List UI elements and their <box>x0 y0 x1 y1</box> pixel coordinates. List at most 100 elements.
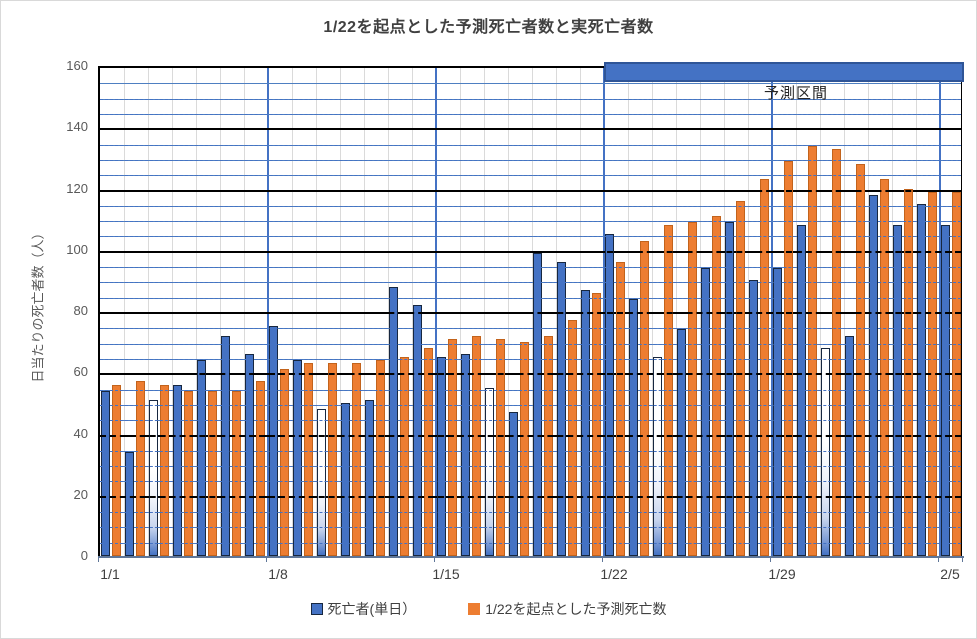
bar-predicted-1/18 <box>520 341 529 556</box>
bar-predicted-1/24 <box>664 225 673 556</box>
y-axis-tick-label: 80 <box>73 303 88 318</box>
bar-actual-1/12 <box>365 399 374 556</box>
bar-actual-1/24 <box>653 356 662 556</box>
bar-predicted-1/1 <box>112 384 121 556</box>
legend-swatch-actual-icon <box>310 603 323 615</box>
legend-item-predicted: 1/22を起点とした予測死亡数 <box>468 599 666 619</box>
bar-predicted-1/15 <box>448 338 457 556</box>
bar-actual-1/4 <box>173 384 182 556</box>
h-gridline-dash-minor <box>100 450 961 452</box>
bar-actual-1/25 <box>677 329 686 556</box>
bar-actual-1/7 <box>245 353 254 556</box>
h-gridline-dash-minor <box>100 159 961 161</box>
plot-area: 予測区間 <box>98 62 964 556</box>
bar-actual-1/14 <box>413 304 422 556</box>
prediction-band <box>604 62 964 82</box>
y-axis-tick-label: 160 <box>66 58 88 73</box>
h-gridline-dash-minor <box>100 420 961 422</box>
bar-actual-1/31 <box>821 347 830 556</box>
bar-actual-1/10 <box>317 409 326 556</box>
bar-actual-1/19 <box>533 252 542 556</box>
bar-predicted-2/1 <box>856 164 865 556</box>
legend-label-actual: 死亡者(単日） <box>327 601 417 617</box>
bar-predicted-1/22 <box>616 262 625 556</box>
bar-predicted-1/4 <box>184 390 193 556</box>
bar-actual-1/28 <box>749 280 758 556</box>
h-gridline-minor <box>100 83 961 85</box>
bar-predicted-1/2 <box>136 381 145 556</box>
x-axis-tick <box>434 556 435 562</box>
x-axis-tick-label: 1/8 <box>268 566 288 582</box>
bar-predicted-2/3 <box>904 188 913 556</box>
x-axis-tick-label: 1/1 <box>100 566 120 582</box>
h-gridline-dash-minor <box>100 481 961 483</box>
h-gridline-dash-major <box>100 495 961 498</box>
h-gridline-dash-minor <box>100 297 961 299</box>
x-axis-tick <box>98 556 99 562</box>
bar-actual-1/21 <box>581 289 590 556</box>
h-gridline-dash-minor <box>100 113 961 115</box>
bar-predicted-2/2 <box>880 179 889 556</box>
bar-actual-2/4 <box>917 203 926 556</box>
h-gridline-dash-minor <box>100 389 961 391</box>
bar-actual-1/22 <box>605 234 614 556</box>
h-gridline-dash-minor <box>100 205 961 207</box>
x-axis-tick-label: 1/22 <box>600 566 628 582</box>
bar-actual-1/17 <box>485 387 494 556</box>
bar-actual-1/16 <box>461 353 470 556</box>
bar-predicted-1/5 <box>208 390 217 556</box>
bar-predicted-1/27 <box>736 200 745 556</box>
bar-actual-1/20 <box>557 262 566 556</box>
bar-actual-1/2 <box>125 451 134 556</box>
h-gridline-dash-minor <box>100 267 961 269</box>
h-gridline-dash-minor <box>100 404 961 406</box>
bar-actual-1/3 <box>149 399 158 556</box>
h-gridline-dash-minor <box>100 221 961 223</box>
x-axis-tick-label: 1/29 <box>768 566 796 582</box>
bar-predicted-1/25 <box>688 222 697 556</box>
bar-actual-1/5 <box>197 360 206 556</box>
h-gridline-dash-minor <box>100 358 961 360</box>
y-axis-tick-label: 20 <box>73 486 88 502</box>
legend-label-predicted: 1/22を起点とした予測死亡数 <box>485 601 667 617</box>
h-gridline-dash-major <box>100 250 961 253</box>
y-axis-tick-label: 120 <box>66 180 88 196</box>
y-axis-tick-label: 60 <box>73 364 88 380</box>
y-axis-tick-label: 40 <box>73 425 88 441</box>
chart-title: 1/22を起点とした予測死亡者数と実死亡者数 <box>323 19 654 36</box>
h-gridline-dash-minor <box>100 343 961 345</box>
bar-actual-1/9 <box>293 360 302 556</box>
y-axis-tick-label: 100 <box>66 241 88 257</box>
bar-actual-1/13 <box>389 286 398 556</box>
x-axis-tick <box>938 556 939 562</box>
bar-predicted-1/6 <box>232 390 241 556</box>
h-gridline-dash-minor <box>100 236 961 238</box>
bar-actual-2/1 <box>845 335 854 556</box>
bar-predicted-1/11 <box>352 363 361 556</box>
h-gridline-dash-major <box>100 189 961 192</box>
bar-predicted-1/26 <box>712 216 721 556</box>
h-gridline-dash-minor <box>100 175 961 177</box>
bar-actual-1/8 <box>269 326 278 556</box>
bar-predicted-1/14 <box>424 347 433 556</box>
h-gridline-dash-minor <box>100 527 961 529</box>
bar-predicted-1/30 <box>808 145 817 556</box>
bar-predicted-1/17 <box>496 338 505 556</box>
x-axis-tick <box>770 556 771 562</box>
h-gridline-dash-minor <box>100 98 961 100</box>
h-gridline-dash-minor <box>100 282 961 284</box>
bar-actual-1/23 <box>629 298 638 556</box>
x-axis-tick-label: 2/5 <box>940 566 960 582</box>
h-gridline-dash-major <box>100 373 961 376</box>
x-axis-line <box>98 556 964 558</box>
bar-predicted-1/9 <box>304 363 313 556</box>
legend-swatch-predicted-icon <box>468 603 481 615</box>
bar-actual-1/18 <box>509 412 518 556</box>
bar-actual-1/27 <box>725 222 734 556</box>
legend: 死亡者(単日） 1/22を起点とした予測死亡数 <box>0 599 977 619</box>
bar-predicted-1/3 <box>160 384 169 556</box>
bar-actual-1/15 <box>437 356 446 556</box>
x-axis-tick <box>602 556 603 562</box>
bar-predicted-1/12 <box>376 360 385 556</box>
h-gridline-dash-minor <box>100 328 961 330</box>
